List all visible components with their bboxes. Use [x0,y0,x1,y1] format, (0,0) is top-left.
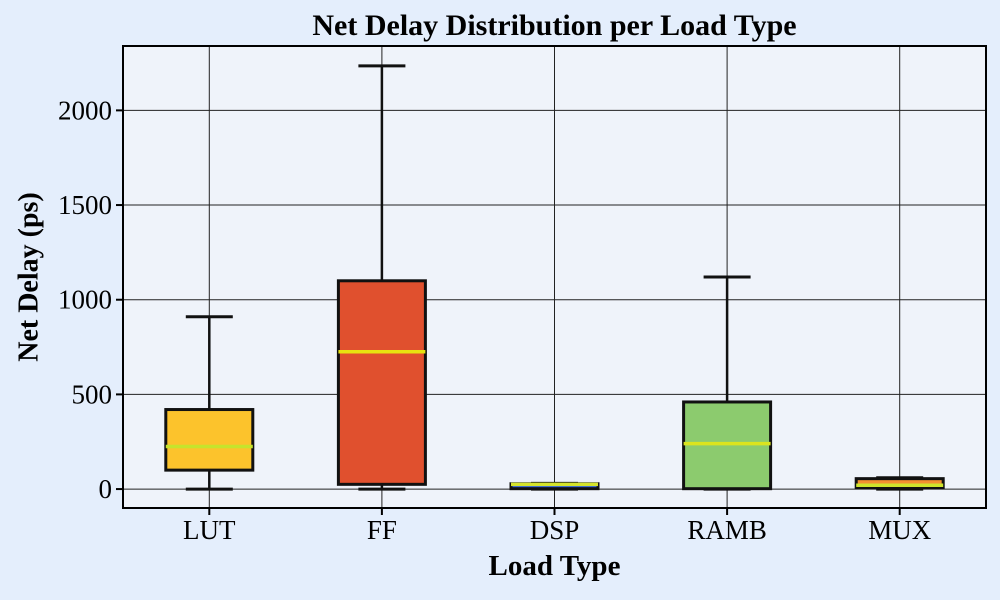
xtick-label-MUX: MUX [868,515,932,545]
x-axis-label: Load Type [488,550,621,582]
ytick-label-500: 500 [72,379,113,409]
xtick-label-FF: FF [367,515,397,545]
box-FF [336,279,427,486]
box-MUX [854,477,945,490]
box-LUT [164,408,255,472]
ytick-label-2000: 2000 [58,95,112,125]
ytick-label-1500: 1500 [58,190,112,220]
chart-title: Net Delay Distribution per Load Type [312,9,797,42]
xtick-label-DSP: DSP [530,515,580,545]
ytick-label-1000: 1000 [58,285,112,315]
ytick-label-0: 0 [99,474,113,504]
y-axis-label: Net Delay (ps) [14,192,45,362]
xtick-label-RAMB: RAMB [687,515,767,545]
xtick-label-LUT: LUT [183,515,236,545]
